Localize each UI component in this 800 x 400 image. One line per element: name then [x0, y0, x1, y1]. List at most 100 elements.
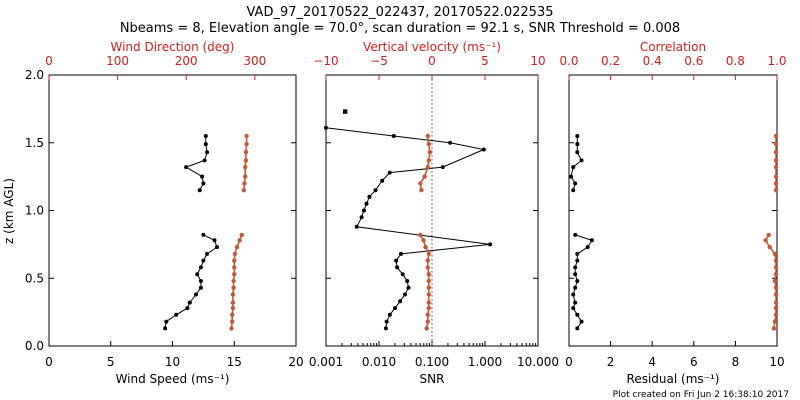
wind-point: [231, 278, 236, 284]
snr-point: [448, 140, 453, 145]
wind-top-axis-label: Wind Direction (deg): [111, 40, 235, 54]
panel-snr: 0.001 0.010 0.100 1.000 10.000 SNR −10 −5 0 5 10 Ve…: [309, 40, 559, 386]
snr-point: [440, 165, 445, 170]
wind-point: [200, 174, 205, 179]
wind-line: [164, 234, 218, 329]
residual-point: [579, 158, 584, 163]
wind-point: [243, 158, 249, 163]
wind-point: [244, 133, 249, 139]
residual-series-correlation: [763, 133, 779, 331]
snr-point: [426, 305, 431, 311]
y-axis-label: z (km AGL): [2, 178, 16, 244]
residual-bottom-tick-label: 2: [607, 355, 615, 369]
snr-point: [394, 258, 399, 263]
wind-point: [197, 188, 202, 193]
residual-point: [575, 134, 580, 138]
wind-series-wind-speed: [163, 134, 219, 331]
wind-point: [198, 279, 203, 283]
wind-point: [239, 232, 244, 238]
snr-point: [384, 319, 389, 324]
snr-point: [426, 272, 431, 277]
snr-point: [398, 299, 403, 304]
residual-top-tick-label: 0.8: [726, 54, 745, 68]
snr-point: [405, 279, 410, 283]
residual-point: [773, 300, 779, 305]
wind-point: [184, 165, 189, 170]
residual-point: [575, 150, 580, 155]
wind-point: [205, 150, 210, 155]
residual-point: [772, 278, 778, 284]
wind-top-tick-label: 0: [45, 54, 53, 68]
residual-point: [575, 312, 580, 317]
snr-point: [418, 181, 423, 186]
wind-point: [203, 142, 208, 147]
wind-top-tick-label: 200: [175, 54, 198, 68]
snr-point: [488, 242, 493, 247]
residual-point: [773, 285, 779, 290]
snr-bottom-tick-label: 0.001: [309, 355, 343, 369]
panel-residual: 0 2 4 6 8 10 Residual (ms⁻¹) 0.0 0.2 0.4 0.6 0.8 1.0…: [559, 40, 786, 386]
wind-point: [187, 300, 192, 305]
wind-point: [185, 306, 190, 311]
wind-point: [201, 232, 206, 237]
wind-frame: [48, 74, 297, 347]
residual-point: [585, 245, 590, 250]
plot-created-footer: Plot created on Fri Jun 2 16:38:10 2017: [613, 390, 789, 400]
snr-top-axis-label: Vertical velocity (ms⁻¹): [363, 40, 501, 54]
snr-point: [387, 312, 392, 317]
snr-point: [361, 208, 366, 213]
wind-series-wind-direction: [229, 133, 249, 331]
wind-point: [241, 188, 247, 193]
title-line-1: VAD_97_20170522_022437, 20170522.022535: [247, 5, 554, 20]
snr-point: [425, 319, 430, 324]
residual-bottom-tick-label: 0: [565, 355, 573, 369]
snr-point: [425, 312, 430, 317]
wind-point: [205, 251, 210, 256]
residual-point: [772, 319, 778, 324]
snr-point: [383, 326, 388, 331]
snr-series-snr: [324, 109, 493, 331]
residual-point: [773, 272, 779, 277]
wind-point: [203, 134, 208, 138]
y-tick-label: 0.5: [25, 271, 44, 285]
residual-top-tick-label: 0.2: [601, 54, 620, 68]
residual-point: [579, 319, 584, 324]
wind-point: [195, 272, 200, 277]
snr-point: [424, 326, 429, 331]
residual-point: [773, 188, 779, 193]
residual-point: [573, 300, 578, 305]
snr-point: [406, 285, 411, 290]
residual-point: [767, 244, 772, 250]
wind-point: [243, 150, 249, 155]
wind-bottom-tick-label: 5: [107, 355, 115, 369]
snr-point: [419, 188, 424, 193]
wind-top-tick-label: 100: [106, 54, 129, 68]
snr-point: [391, 134, 396, 138]
snr-point: [426, 285, 431, 290]
y-tick-label: 1.0: [25, 204, 44, 218]
title-line-2: Nbeams = 8, Elevation angle = 70.0°, sca…: [120, 21, 680, 36]
snr-bottom-tick-label: 0.010: [362, 355, 396, 369]
snr-line: [325, 127, 491, 329]
snr-point: [354, 224, 359, 229]
residual-point: [773, 158, 779, 163]
residual-point: [575, 142, 580, 147]
wind-point: [232, 272, 237, 277]
wind-point: [230, 292, 236, 297]
residual-point: [575, 258, 580, 263]
residual-point: [773, 133, 779, 139]
residual-point: [575, 326, 580, 331]
snr-point: [380, 178, 385, 183]
snr-point: [364, 201, 369, 206]
wind-point: [174, 312, 179, 317]
wind-point: [201, 258, 206, 263]
snr-point: [421, 238, 426, 243]
panel-wind: 0 5 10 15 20 Wind Speed (ms⁻¹) 0 100 200 300 Wind …: [25, 40, 304, 386]
wind-bottom-axis-label: Wind Speed (ms⁻¹): [116, 372, 230, 386]
snr-point: [399, 251, 403, 256]
residual-top-tick-label: 0.6: [684, 54, 703, 68]
residual-point: [573, 272, 578, 277]
wind-point: [232, 265, 237, 270]
residual-frame: [568, 74, 778, 347]
